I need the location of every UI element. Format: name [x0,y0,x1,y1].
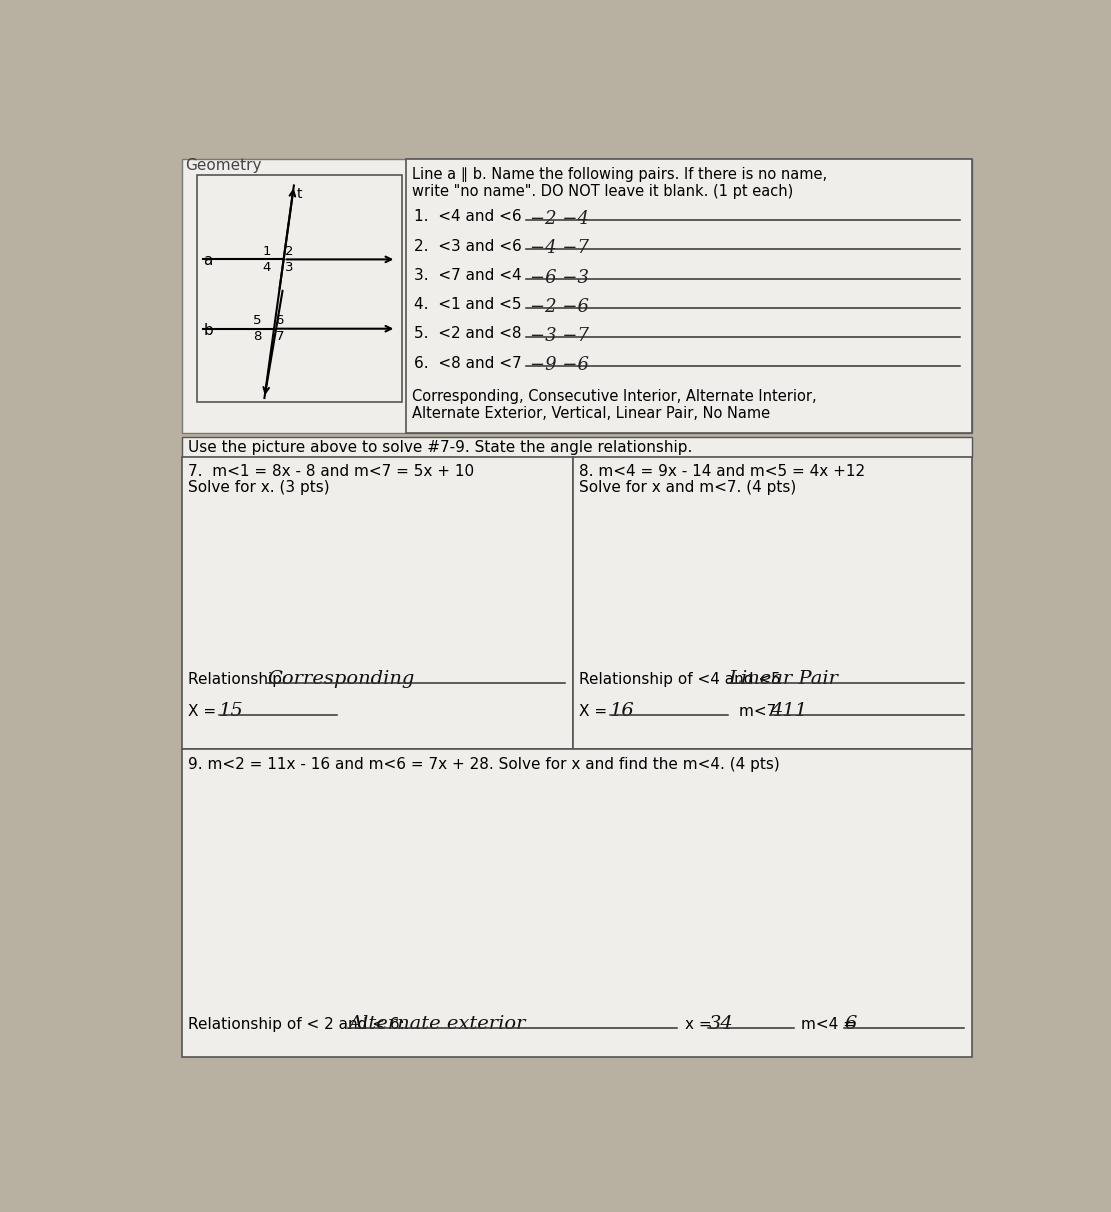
Text: 34: 34 [709,1014,733,1033]
Text: a: a [203,253,212,268]
Text: x =: x = [685,1017,717,1033]
Text: Corresponding, Consecutive Interior, Alternate Interior,
Alternate Exterior, Ver: Corresponding, Consecutive Interior, Alt… [412,389,817,421]
Text: 6: 6 [276,314,284,327]
Text: X =: X = [188,704,221,720]
Text: 9. m<2 = 11x - 16 and m<6 = 7x + 28. Solve for x and find the m<4. (4 pts): 9. m<2 = 11x - 16 and m<6 = 7x + 28. Sol… [188,756,780,772]
Text: 1: 1 [262,245,271,258]
Text: −2 −4: −2 −4 [530,210,589,228]
FancyBboxPatch shape [181,159,972,433]
Text: Alternate exterior: Alternate exterior [348,1014,526,1033]
Text: Line a ∥ b. Name the following pairs. If there is no name,
write "no name". DO N: Line a ∥ b. Name the following pairs. If… [412,167,828,200]
FancyBboxPatch shape [181,457,573,749]
Text: Relationship of <4 and <5: Relationship of <4 and <5 [579,673,785,687]
Text: 5.  <2 and <8: 5. <2 and <8 [414,326,521,342]
Text: 411: 411 [771,702,808,720]
Text: 7.  m<1 = 8x - 8 and m<7 = 5x + 10: 7. m<1 = 8x - 8 and m<7 = 5x + 10 [188,464,473,479]
Text: Solve for x and m<7. (4 pts): Solve for x and m<7. (4 pts) [579,480,797,494]
Text: 15: 15 [219,702,243,720]
Text: b: b [203,322,213,338]
Text: 2.  <3 and <6: 2. <3 and <6 [414,239,522,253]
Text: Linear Pair: Linear Pair [728,670,838,688]
Text: 6: 6 [844,1014,857,1033]
Text: 4: 4 [263,261,271,274]
Text: t: t [297,187,302,201]
Text: 3: 3 [286,261,293,274]
FancyBboxPatch shape [573,457,972,749]
Text: Relationship:: Relationship: [188,673,292,687]
Text: 8. m<4 = 9x - 14 and m<5 = 4x +12: 8. m<4 = 9x - 14 and m<5 = 4x +12 [579,464,865,479]
Text: −4 −7: −4 −7 [530,240,589,257]
Text: 6.  <8 and <7: 6. <8 and <7 [414,355,522,371]
Text: Corresponding: Corresponding [267,670,414,688]
Text: −6 −3: −6 −3 [530,269,589,287]
Text: 1.  <4 and <6: 1. <4 and <6 [414,210,522,224]
Text: −9 −6: −9 −6 [530,356,589,375]
FancyBboxPatch shape [181,436,972,457]
Text: 8: 8 [253,330,261,343]
Text: 5: 5 [253,314,261,327]
Text: 2: 2 [286,245,293,258]
Text: 4.  <1 and <5: 4. <1 and <5 [414,297,521,313]
FancyBboxPatch shape [181,749,972,1057]
FancyBboxPatch shape [407,159,972,433]
Text: m<4 =: m<4 = [801,1017,861,1033]
Text: 16: 16 [610,702,634,720]
Text: X =: X = [579,704,612,720]
Text: −2 −6: −2 −6 [530,298,589,316]
Text: 3.  <7 and <4: 3. <7 and <4 [414,268,522,282]
FancyBboxPatch shape [197,175,402,402]
Text: Geometry: Geometry [186,158,262,173]
Text: Use the picture above to solve #7-9. State the angle relationship.: Use the picture above to solve #7-9. Sta… [188,440,692,454]
Text: −3 −7: −3 −7 [530,327,589,345]
Text: m<7: m<7 [740,704,782,720]
Text: Relationship of < 2 and < 6:: Relationship of < 2 and < 6: [188,1017,409,1033]
Text: Solve for x. (3 pts): Solve for x. (3 pts) [188,480,329,494]
Text: 7: 7 [276,330,284,343]
